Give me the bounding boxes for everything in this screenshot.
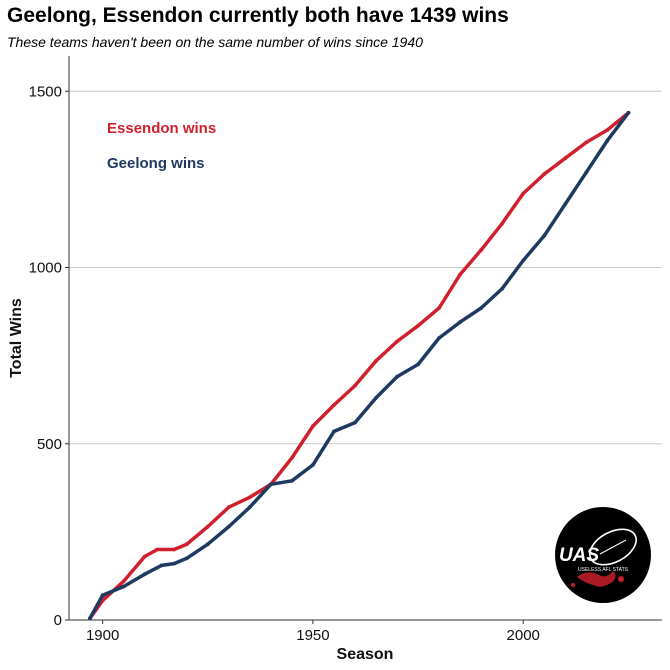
data-point [542, 172, 547, 177]
data-point [626, 110, 631, 115]
data-point [437, 336, 441, 340]
y-tick-label: 1000 [29, 260, 62, 277]
data-point [311, 463, 315, 467]
data-point [563, 202, 568, 206]
x-axis-title: Season [337, 646, 394, 663]
x-tick-label: 1950 [296, 627, 329, 644]
data-point [416, 323, 420, 328]
chart-title: Geelong, Essendon currently both have 14… [7, 4, 509, 27]
data-point [269, 482, 273, 487]
data-point [205, 524, 210, 529]
data-point [100, 593, 105, 598]
data-point [121, 584, 126, 589]
gridlines [69, 90, 662, 445]
data-point [521, 258, 526, 263]
series-line-geelong [88, 111, 631, 620]
data-point [605, 128, 610, 132]
data-point [88, 616, 92, 621]
data-point [247, 495, 252, 500]
logo-text: UAS [559, 545, 599, 566]
data-point [226, 505, 231, 510]
data-point [155, 547, 160, 552]
data-point [142, 572, 147, 577]
data-point [172, 561, 177, 566]
data-point [374, 359, 378, 363]
y-axis-title: Total Wins [8, 298, 25, 378]
data-point [353, 383, 357, 388]
football-seam-icon [599, 539, 627, 555]
data-point [205, 542, 210, 547]
data-point [500, 286, 505, 291]
legend: Essendon wins Geelong wins [107, 120, 216, 172]
data-point [542, 233, 547, 238]
axes [68, 56, 662, 621]
data-point [458, 320, 462, 324]
data-point [437, 306, 441, 310]
data-point [290, 456, 294, 460]
data-point [395, 374, 399, 379]
tick-labels: 0 500 1000 1500 1900 1950 2000 [29, 83, 540, 644]
data-point [605, 138, 610, 143]
data-point [458, 272, 462, 277]
data-point [332, 403, 336, 407]
uas-logo: UAS USELESS AFL STATS [555, 507, 651, 603]
splash-dot-icon [618, 576, 624, 582]
splash-dot-icon [571, 583, 575, 587]
data-point [479, 306, 484, 310]
chart-subtitle: These teams haven't been on the same num… [7, 34, 423, 50]
paint-splash-icon [577, 571, 616, 587]
series-lines [88, 110, 631, 621]
data-point [184, 542, 189, 547]
data-point [159, 563, 164, 568]
data-point [416, 362, 420, 367]
x-tick-label: 2000 [507, 627, 540, 644]
logo-tagline: USELESS AFL STATS [578, 567, 629, 573]
legend-label-essendon: Essendon wins [107, 120, 216, 137]
data-point [584, 140, 589, 145]
data-point [226, 524, 231, 529]
data-point [142, 554, 147, 559]
data-point [121, 579, 126, 584]
data-point [395, 339, 399, 344]
data-point [247, 505, 252, 510]
x-tick-label: 1900 [86, 627, 119, 644]
data-point [563, 156, 568, 161]
logo-circle [555, 507, 651, 603]
data-point [172, 547, 177, 552]
football-icon [589, 528, 637, 566]
y-tick-label: 1500 [29, 83, 62, 100]
legend-label-geelong: Geelong wins [107, 155, 205, 172]
data-point [521, 191, 526, 196]
data-point [311, 424, 315, 428]
y-tick-label: 500 [37, 436, 62, 453]
y-tick-label: 0 [54, 612, 62, 629]
data-point [184, 556, 189, 561]
data-point [332, 429, 336, 434]
data-point [500, 221, 505, 226]
data-point [353, 420, 357, 425]
data-point [290, 478, 294, 483]
data-point [479, 248, 484, 252]
series-line-essendon [88, 111, 631, 620]
data-point [584, 170, 589, 175]
data-point [374, 396, 378, 400]
